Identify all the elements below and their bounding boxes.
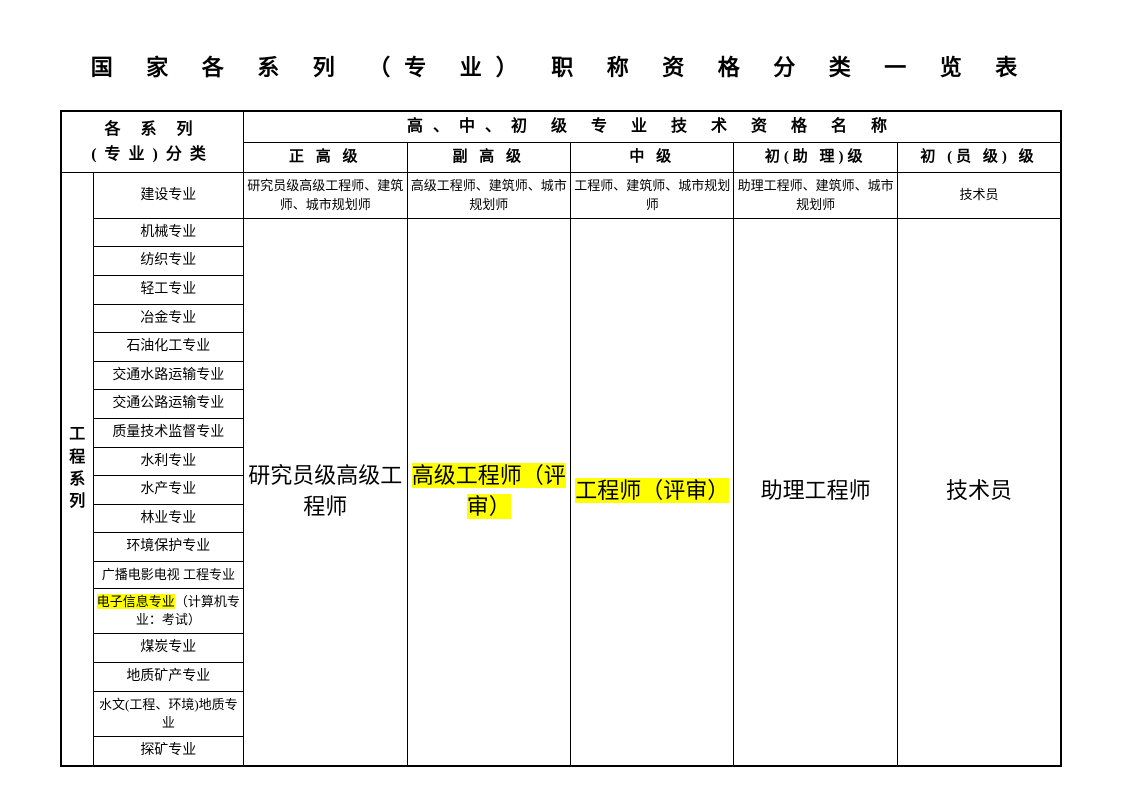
cell-r1-c1: 研究员级高级工程师、建筑师、城市规划师: [244, 173, 407, 218]
spec-cell: 纺织专业: [93, 247, 243, 276]
spec-cell: 广播电影电视 工程专业: [93, 561, 243, 588]
header-quals: 高、中、初 级 专 业 技 术 资 格 名 称: [244, 111, 1061, 143]
header-level-3: 初(助 理)级: [734, 143, 897, 173]
spec-cell-highlight: 电子信息专业（计算机专业：考试）: [93, 589, 243, 634]
cell-r1-c5: 技术员: [897, 173, 1061, 218]
spec-cell: 机械专业: [93, 218, 243, 247]
spec-cell: 探矿专业: [93, 737, 243, 766]
row-construction: 工 程 系 列 建设专业 研究员级高级工程师、建筑师、城市规划师 高级工程师、建…: [61, 173, 1061, 218]
header-row-1: 各 系 列 (专业)分类 高、中、初 级 专 业 技 术 资 格 名 称: [61, 111, 1061, 143]
cell-r1-c3: 工程师、建筑师、城市规划师: [570, 173, 733, 218]
header-series-category: 各 系 列 (专业)分类: [61, 111, 244, 173]
spec-cell: 交通水路运输专业: [93, 361, 243, 390]
spec-cell: 质量技术监督专业: [93, 418, 243, 447]
spec-cell: 交通公路运输专业: [93, 390, 243, 419]
cell-r1-c2: 高级工程师、建筑师、城市规划师: [407, 173, 570, 218]
merged-c2: 高级工程师（评审）: [407, 218, 570, 765]
header-level-2: 中 级: [570, 143, 733, 173]
merged-c4: 助理工程师: [734, 218, 897, 765]
spec-cell: 水利专业: [93, 447, 243, 476]
header-level-4: 初 (员 级) 级: [897, 143, 1061, 173]
merged-c5: 技术员: [897, 218, 1061, 765]
cell-r1-c4: 助理工程师、建筑师、城市规划师: [734, 173, 897, 218]
spec-cell: 水产专业: [93, 476, 243, 505]
header-level-0: 正 高 级: [244, 143, 407, 173]
page-title: 国 家 各 系 列 （专 业） 职 称 资 格 分 类 一 览 表: [60, 50, 1062, 82]
spec-cell: 地质矿产专业: [93, 663, 243, 692]
merged-c3: 工程师（评审）: [570, 218, 733, 765]
spec-cell: 石油化工专业: [93, 333, 243, 362]
header-level-1: 副 高 级: [407, 143, 570, 173]
spec-construction: 建设专业: [93, 173, 243, 218]
spec-cell: 环境保护专业: [93, 533, 243, 562]
table-row: 机械专业 研究员级高级工程师 高级工程师（评审） 工程师（评审） 助理工程师 技…: [61, 218, 1061, 247]
spec-cell: 轻工专业: [93, 275, 243, 304]
spec-cell: 煤炭专业: [93, 634, 243, 663]
classification-table: 各 系 列 (专业)分类 高、中、初 级 专 业 技 术 资 格 名 称 正 高…: [60, 110, 1062, 767]
spec-cell: 水文(工程、环境)地质专业: [93, 691, 243, 736]
spec-cell: 冶金专业: [93, 304, 243, 333]
spec-cell: 林业专业: [93, 504, 243, 533]
vertical-group-label: 工 程 系 列: [61, 173, 93, 766]
merged-c1: 研究员级高级工程师: [244, 218, 407, 765]
